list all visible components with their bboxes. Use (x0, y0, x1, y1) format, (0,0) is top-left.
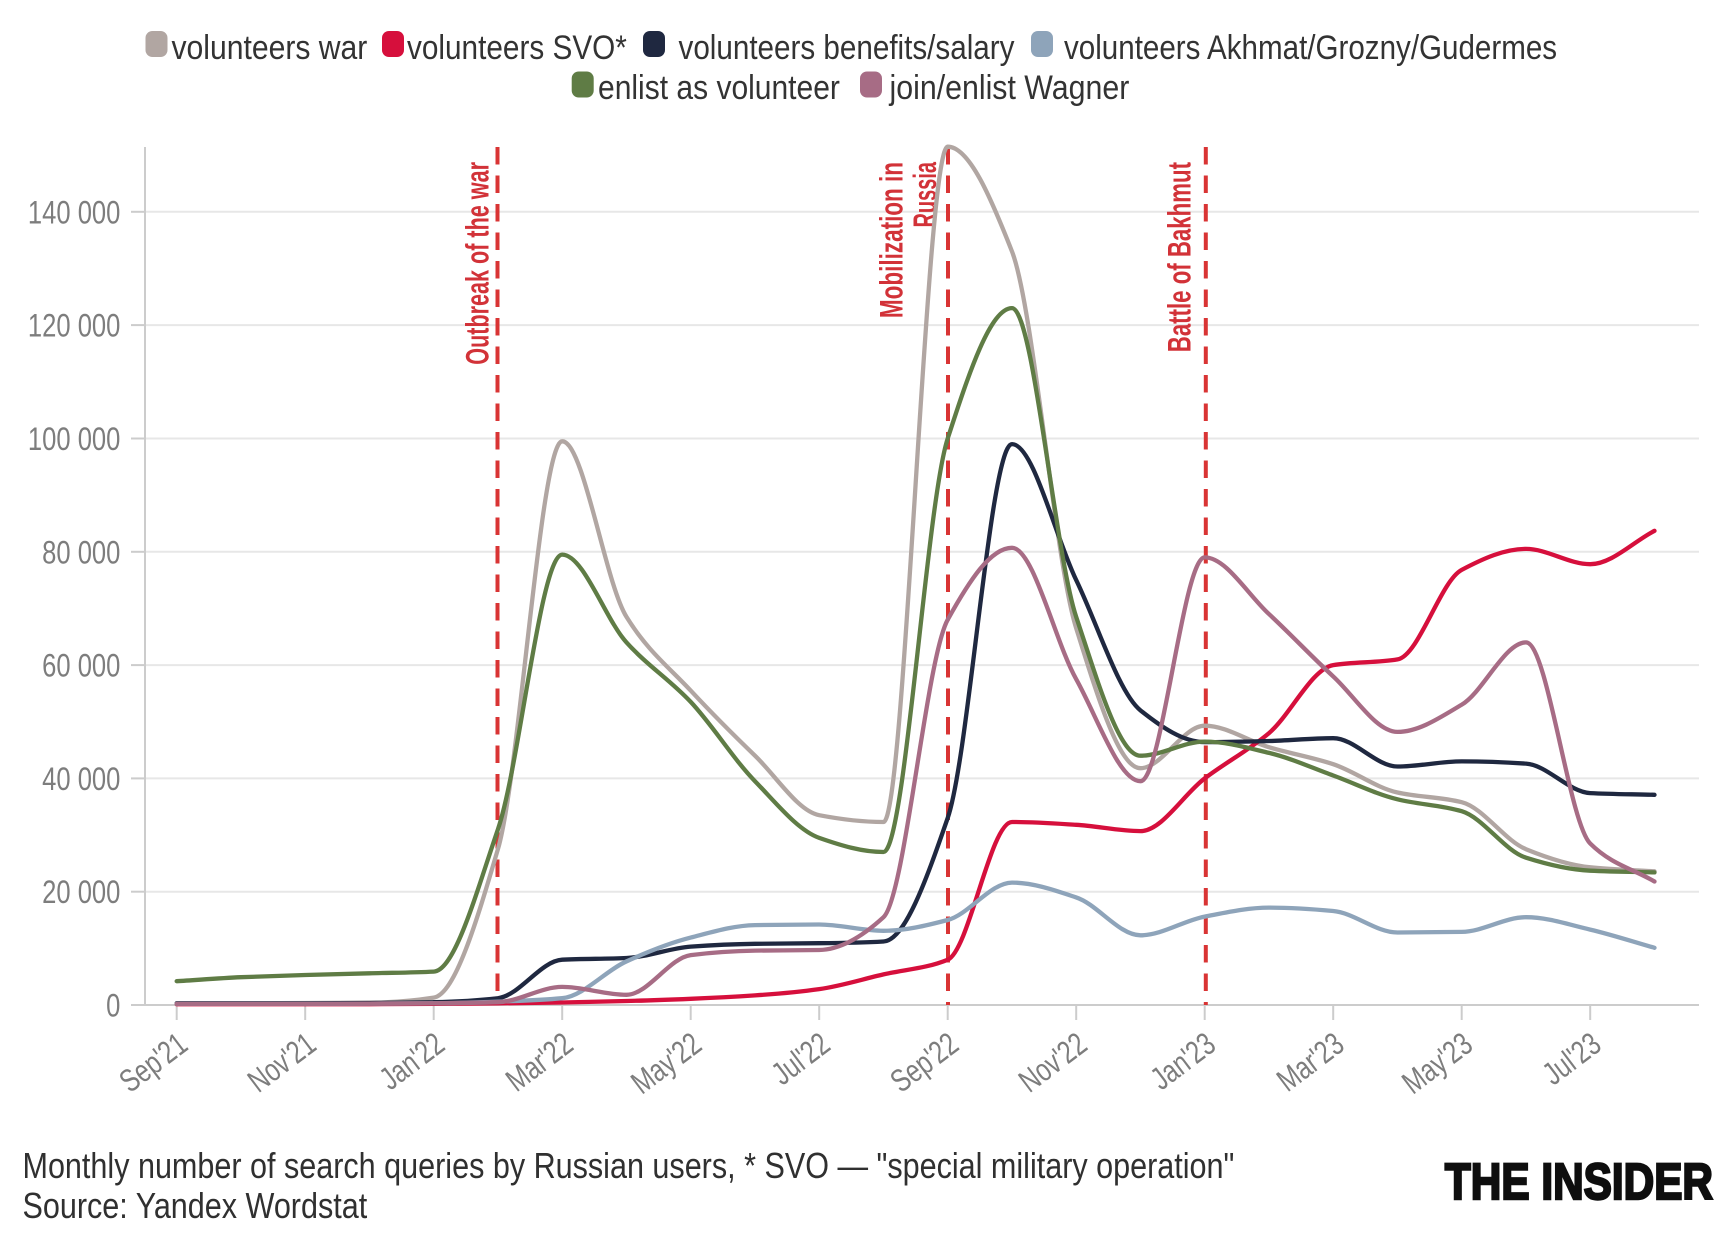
svg-text:80 000: 80 000 (42, 536, 120, 571)
svg-text:Outbreak of the war: Outbreak of the war (459, 162, 495, 365)
svg-text:120 000: 120 000 (28, 309, 121, 344)
svg-text:Mobilization in: Mobilization in (873, 162, 909, 318)
svg-text:volunteers benefits/salary: volunteers benefits/salary (679, 28, 1015, 66)
svg-text:20 000: 20 000 (42, 876, 120, 911)
svg-text:100 000: 100 000 (28, 422, 121, 457)
svg-text:40 000: 40 000 (42, 762, 120, 797)
svg-text:140 000: 140 000 (28, 196, 121, 231)
svg-text:60 000: 60 000 (42, 649, 120, 684)
svg-text:THE INSIDER: THE INSIDER (1445, 1153, 1713, 1210)
svg-text:volunteers SVO*: volunteers SVO* (407, 28, 627, 66)
svg-text:Monthly number of search queri: Monthly number of search queries by Russ… (23, 1147, 1235, 1187)
svg-text:enlist as volunteer: enlist as volunteer (598, 68, 840, 106)
svg-text:Source: Yandex Wordstat: Source: Yandex Wordstat (23, 1187, 368, 1227)
svg-text:join/enlist Wagner: join/enlist Wagner (889, 68, 1130, 106)
svg-text:0: 0 (106, 989, 120, 1024)
svg-text:volunteers war: volunteers war (172, 28, 368, 66)
svg-text:volunteers Akhmat/Grozny/Guder: volunteers Akhmat/Grozny/Gudermes (1064, 28, 1557, 66)
svg-text:Battle of Bakhmut: Battle of Bakhmut (1162, 162, 1198, 352)
